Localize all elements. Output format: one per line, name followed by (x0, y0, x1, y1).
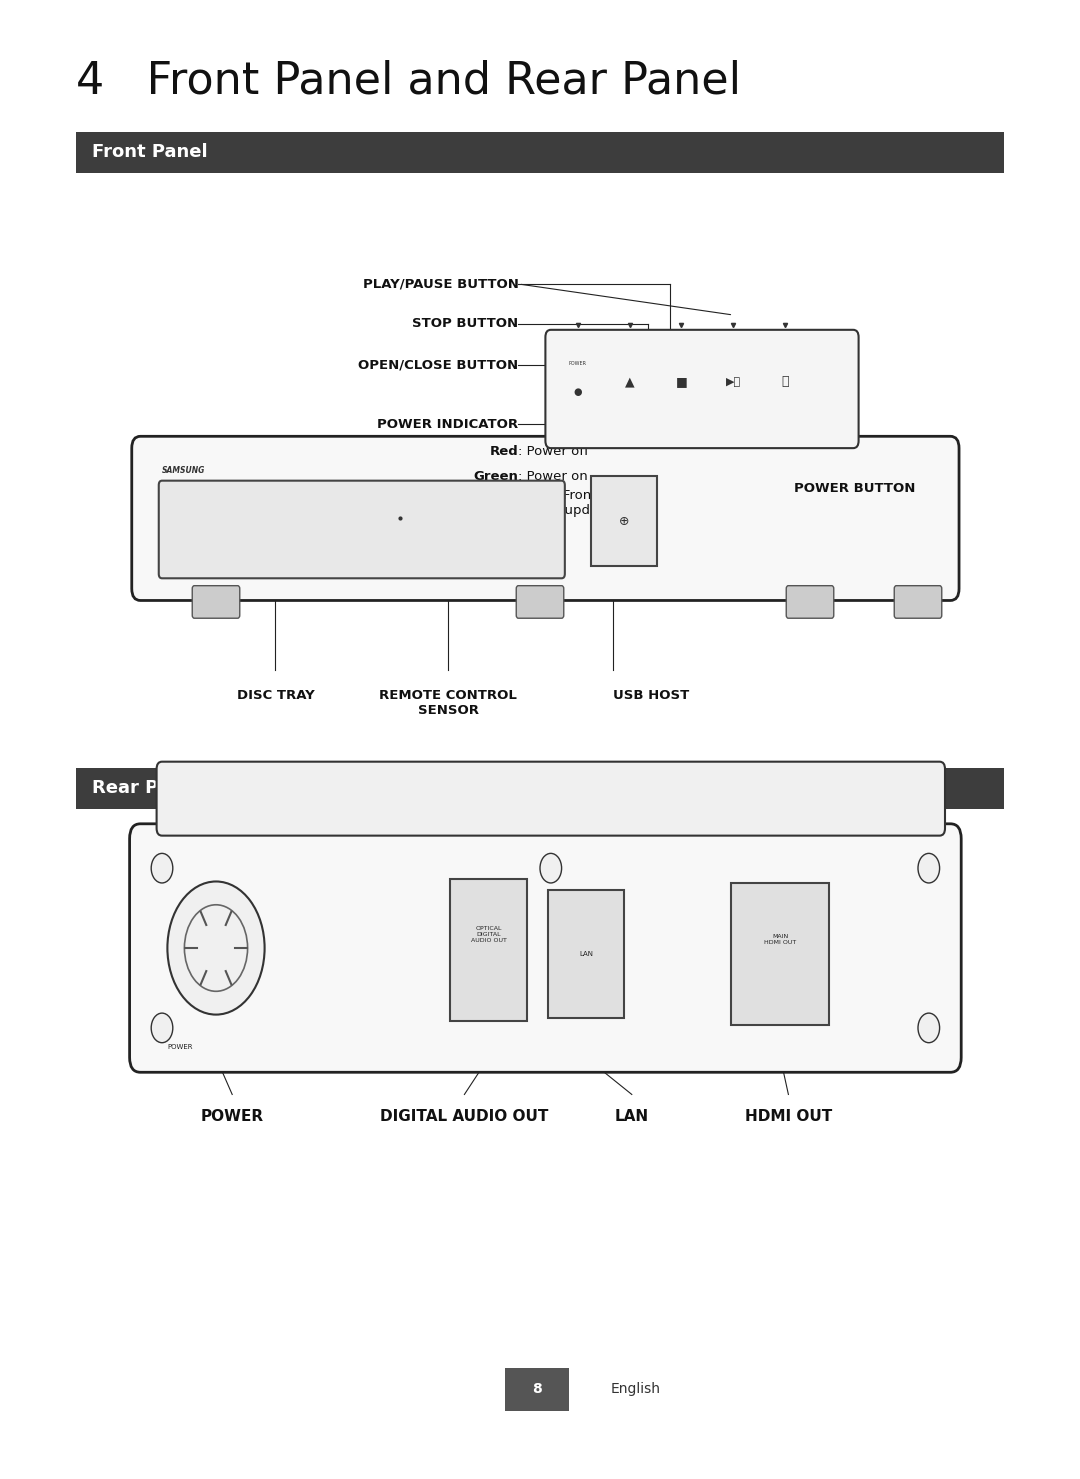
Text: ▶⏸: ▶⏸ (726, 377, 741, 386)
Text: MAIN
HDMI OUT: MAIN HDMI OUT (765, 933, 796, 945)
Text: ⊕: ⊕ (619, 515, 629, 528)
Text: Rear Panel: Rear Panel (92, 779, 201, 797)
FancyBboxPatch shape (76, 132, 1004, 173)
Text: SAMSUNG: SAMSUNG (162, 466, 205, 475)
Text: Green blinking: Green blinking (324, 497, 434, 509)
Text: POWER: POWER (569, 361, 586, 367)
Text: ●: ● (573, 387, 582, 396)
Text: ▲: ▲ (625, 376, 634, 387)
Text: : Remote control or Front
                         Key input, Software update.: : Remote control or Front Key input, Sof… (324, 490, 616, 516)
FancyBboxPatch shape (450, 879, 527, 1021)
Text: ⏻: ⏻ (782, 376, 788, 387)
Text: POWER: POWER (201, 1109, 264, 1124)
Text: OPEN/CLOSE BUTTON: OPEN/CLOSE BUTTON (359, 359, 518, 371)
Text: POWER BUTTON: POWER BUTTON (794, 482, 915, 494)
Text: USB HOST: USB HOST (613, 689, 690, 703)
Text: PLAY/PAUSE BUTTON: PLAY/PAUSE BUTTON (363, 278, 518, 290)
Text: 8: 8 (531, 1381, 542, 1396)
FancyBboxPatch shape (76, 768, 1004, 809)
Text: POWER INDICATOR: POWER INDICATOR (377, 419, 518, 430)
Circle shape (151, 1013, 173, 1043)
FancyBboxPatch shape (591, 476, 657, 566)
FancyBboxPatch shape (731, 883, 829, 1025)
Text: LAN: LAN (615, 1109, 649, 1124)
FancyBboxPatch shape (159, 481, 565, 578)
Text: ■: ■ (676, 376, 687, 387)
Text: LAN: LAN (579, 951, 593, 957)
Text: DISC TRAY: DISC TRAY (237, 689, 314, 703)
Circle shape (540, 853, 562, 883)
Circle shape (151, 853, 173, 883)
FancyBboxPatch shape (132, 436, 959, 600)
Text: STOP BUTTON: STOP BUTTON (413, 318, 518, 330)
FancyBboxPatch shape (505, 1368, 569, 1411)
Text: HDMI OUT: HDMI OUT (745, 1109, 832, 1124)
FancyBboxPatch shape (545, 330, 859, 448)
Text: English: English (610, 1381, 660, 1396)
FancyBboxPatch shape (894, 586, 942, 618)
FancyBboxPatch shape (548, 890, 624, 1018)
Text: OPTICAL
DIGITAL
AUDIO OUT: OPTICAL DIGITAL AUDIO OUT (471, 926, 507, 944)
Circle shape (167, 881, 265, 1015)
FancyBboxPatch shape (192, 586, 240, 618)
Text: REMOTE CONTROL
SENSOR: REMOTE CONTROL SENSOR (379, 689, 517, 717)
Circle shape (918, 853, 940, 883)
Text: 4   Front Panel and Rear Panel: 4 Front Panel and Rear Panel (76, 59, 741, 104)
Text: : Power off: : Power off (518, 445, 590, 457)
FancyBboxPatch shape (786, 586, 834, 618)
Text: : Power on: : Power on (518, 470, 589, 482)
Text: DIGITAL AUDIO OUT: DIGITAL AUDIO OUT (380, 1109, 549, 1124)
Text: Green: Green (473, 470, 518, 482)
Text: Red: Red (489, 445, 518, 457)
FancyBboxPatch shape (516, 586, 564, 618)
Text: POWER: POWER (167, 1044, 193, 1050)
FancyBboxPatch shape (130, 824, 961, 1072)
Text: Front Panel: Front Panel (92, 143, 207, 161)
FancyBboxPatch shape (157, 762, 945, 836)
Circle shape (918, 1013, 940, 1043)
